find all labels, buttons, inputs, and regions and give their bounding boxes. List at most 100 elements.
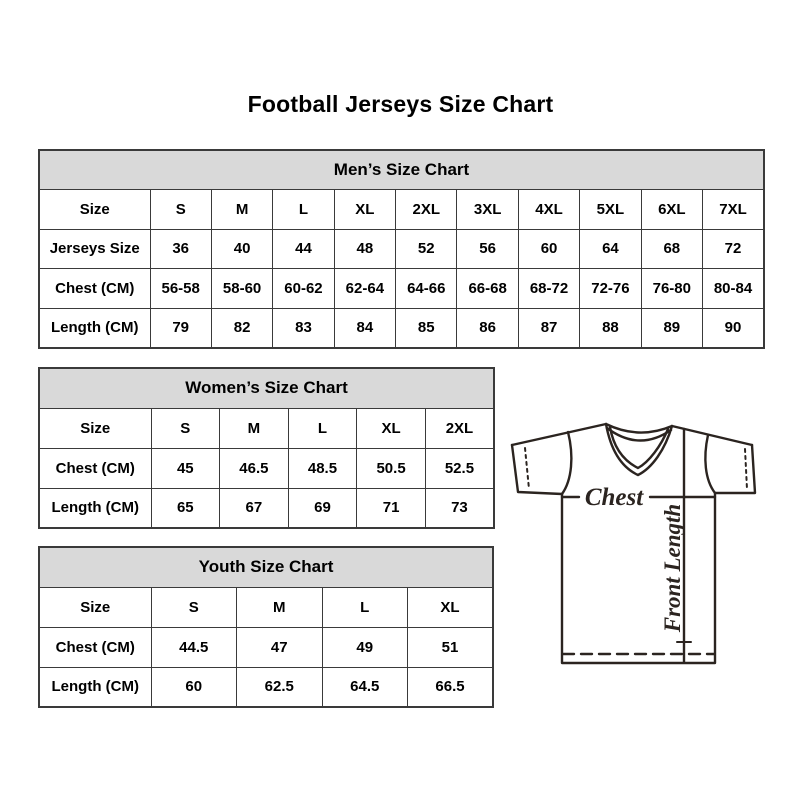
youth-header-row: Youth Size Chart (38, 546, 494, 588)
right-cuff-stitch (744, 448, 748, 490)
value-cell: 49 (321, 626, 408, 668)
jersey-collar-top (604, 422, 674, 434)
value-cell: 76-80 (640, 268, 704, 309)
size-cell: M (210, 189, 274, 230)
size-cell: 2XL (424, 407, 495, 449)
jersey-body (560, 491, 717, 665)
value-cell: 66-68 (456, 268, 519, 309)
mens-length-row: Length (CM) 79 82 83 84 85 86 87 88 89 9… (38, 307, 765, 349)
row-label: Size (38, 586, 152, 628)
jersey-illustration: Chest Front Length (510, 422, 757, 665)
value-cell: 48.5 (287, 447, 358, 489)
mens-header-row: Men’s Size Chart (38, 149, 765, 191)
value-cell: 65 (150, 487, 221, 529)
row-label: Chest (CM) (38, 626, 152, 668)
row-label: Length (CM) (38, 307, 151, 349)
size-cell: 7XL (702, 189, 765, 230)
value-cell: 73 (424, 487, 495, 529)
value-cell: 46.5 (219, 447, 289, 489)
value-cell: 72 (702, 228, 765, 270)
size-cell: S (150, 586, 237, 628)
value-cell: 69 (287, 487, 358, 529)
jersey-vneck-outer (604, 422, 674, 477)
value-cell: 64 (579, 228, 642, 270)
mens-size-table: Men’s Size Chart Size S M L XL 2XL 3XL 4… (38, 149, 765, 349)
value-cell: 47 (236, 626, 323, 668)
value-cell: 89 (640, 307, 704, 349)
row-label: Size (38, 407, 152, 449)
value-cell: 62-64 (333, 268, 397, 309)
jersey-left-sleeve (510, 443, 564, 496)
size-cell: 4XL (517, 189, 581, 230)
youth-size-row: Size S M L XL (38, 586, 494, 628)
chest-label: Chest (585, 484, 644, 511)
value-cell: 52.5 (424, 447, 495, 489)
size-cell: 2XL (395, 189, 458, 230)
value-cell: 44.5 (150, 626, 237, 668)
value-cell: 51 (407, 626, 494, 668)
jersey-right-shoulder (670, 424, 754, 447)
value-cell: 90 (702, 307, 765, 349)
size-cell: XL (333, 189, 397, 230)
size-cell: L (272, 189, 335, 230)
size-cell: 3XL (456, 189, 519, 230)
womens-size-row: Size S M L XL 2XL (38, 407, 495, 449)
value-cell: 83 (272, 307, 335, 349)
page-title: Football Jerseys Size Chart (247, 91, 554, 117)
size-cell: XL (407, 586, 494, 628)
mens-table-title: Men’s Size Chart (38, 149, 765, 191)
womens-length-row: Length (CM) 65 67 69 71 73 (38, 487, 495, 529)
youth-table-title: Youth Size Chart (38, 546, 494, 588)
value-cell: 88 (579, 307, 642, 349)
value-cell: 82 (210, 307, 274, 349)
row-label: Length (CM) (38, 487, 152, 529)
value-cell: 68-72 (517, 268, 581, 309)
value-cell: 79 (149, 307, 212, 349)
youth-size-table: Youth Size Chart Size S M L XL Chest (CM… (38, 546, 495, 708)
jersey-right-sleeve (713, 443, 757, 495)
womens-header-row: Women’s Size Chart (38, 367, 495, 409)
value-cell: 86 (456, 307, 519, 349)
row-label: Length (CM) (38, 666, 152, 708)
front-length-label: Front Length (660, 504, 685, 633)
size-cell: S (149, 189, 212, 230)
size-cell: 6XL (640, 189, 704, 230)
value-cell: 48 (333, 228, 397, 270)
value-cell: 80-84 (702, 268, 765, 309)
value-cell: 68 (640, 228, 704, 270)
size-cell: L (287, 407, 358, 449)
jersey-vneck-inner (608, 425, 670, 470)
womens-table-title: Women’s Size Chart (38, 367, 495, 409)
value-cell: 72-76 (579, 268, 642, 309)
mens-jerseys-size-row: Jerseys Size 36 40 44 48 52 56 60 64 68 … (38, 228, 765, 270)
value-cell: 60 (517, 228, 581, 270)
value-cell: 50.5 (356, 447, 426, 489)
value-cell: 71 (356, 487, 426, 529)
size-cell: XL (356, 407, 426, 449)
value-cell: 60-62 (272, 268, 335, 309)
size-cell: M (236, 586, 323, 628)
value-cell: 44 (272, 228, 335, 270)
womens-chest-row: Chest (CM) 45 46.5 48.5 50.5 52.5 (38, 447, 495, 489)
mens-chest-row: Chest (CM) 56-58 58-60 60-62 62-64 64-66… (38, 268, 765, 309)
size-cell: S (150, 407, 221, 449)
value-cell: 58-60 (210, 268, 274, 309)
value-cell: 66.5 (407, 666, 494, 708)
value-cell: 60 (150, 666, 237, 708)
value-cell: 85 (395, 307, 458, 349)
value-cell: 67 (219, 487, 289, 529)
value-cell: 62.5 (236, 666, 323, 708)
row-label: Jerseys Size (38, 228, 151, 270)
row-label: Chest (CM) (38, 447, 152, 489)
womens-size-table: Women’s Size Chart Size S M L XL 2XL Che… (38, 367, 496, 529)
jersey-left-shoulder (510, 422, 608, 447)
value-cell: 56 (456, 228, 519, 270)
value-cell: 56-58 (149, 268, 212, 309)
size-cell: L (321, 586, 408, 628)
jersey-right-armhole (704, 433, 717, 495)
youth-length-row: Length (CM) 60 62.5 64.5 66.5 (38, 666, 494, 708)
jersey-measurement-diagram: Chest Front Length (500, 410, 782, 668)
value-cell: 64-66 (395, 268, 458, 309)
value-cell: 52 (395, 228, 458, 270)
